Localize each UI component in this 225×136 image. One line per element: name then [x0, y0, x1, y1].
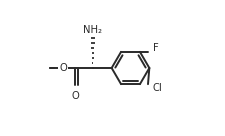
- Text: O: O: [71, 91, 79, 101]
- Text: Cl: Cl: [152, 83, 162, 92]
- Text: O: O: [59, 63, 67, 73]
- Text: NH₂: NH₂: [83, 25, 102, 35]
- Text: F: F: [152, 44, 158, 53]
